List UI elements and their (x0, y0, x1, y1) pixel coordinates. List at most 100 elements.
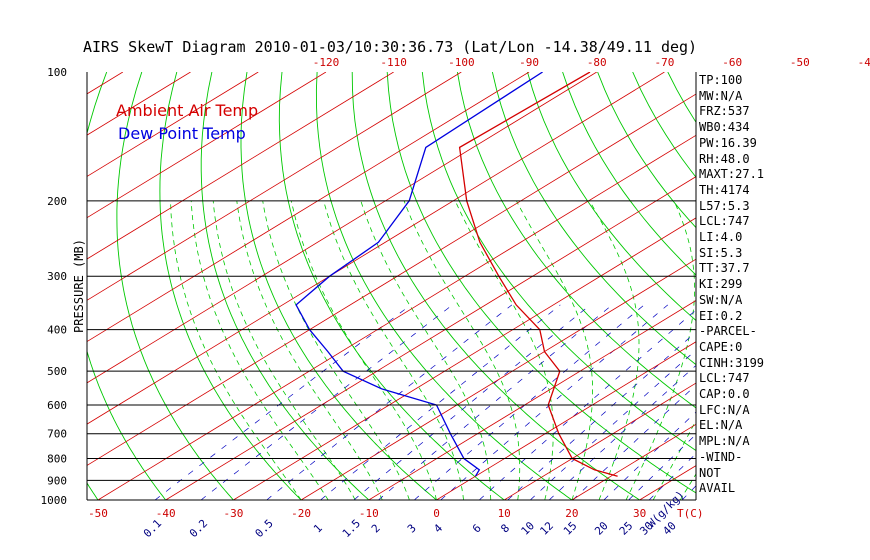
index-item: NOT (699, 465, 721, 480)
index-item: AVAIL (699, 481, 736, 496)
index-item: MAXT:27.1 (699, 167, 765, 182)
pressure-tick-label: 200 (47, 195, 67, 208)
x-axis-unit-label: T(C) (677, 507, 704, 520)
dry-adiabat-line (200, 72, 370, 500)
pressure-tick-label: 500 (47, 365, 67, 378)
isotherm-line (97, 134, 696, 500)
mixing-ratio-line (200, 304, 453, 500)
mixing-ratio-line (479, 309, 696, 500)
pressure-tick-label: 300 (47, 270, 67, 283)
index-item: RH:48.0 (699, 151, 750, 166)
chart-title: AIRS SkewT Diagram 2010-01-03/10:30:36.7… (83, 38, 697, 56)
pressure-tick-label: 800 (47, 453, 67, 466)
dry-adiabat-line (562, 72, 696, 276)
mixing-ratio-line (378, 304, 613, 500)
mixing-ratio-tick-label: 20 (592, 519, 611, 538)
moist-adiabat-line (290, 200, 437, 500)
dry-adiabat-line (421, 72, 696, 452)
mixing-ratio-tick-label: 25 (617, 519, 636, 538)
index-item: -PARCEL- (699, 324, 757, 339)
mixing-ratio-tick-label: 12 (537, 519, 556, 538)
isotherm-line (87, 72, 327, 219)
isotherm-line (87, 72, 530, 343)
mixing-ratio-tick-label: 0.1 (141, 517, 164, 540)
bottom-temperature-tick-label: -30 (223, 507, 243, 520)
index-item: SW:N/A (699, 292, 743, 307)
air-temperature-profile (458, 72, 618, 477)
index-item: L57:5.3 (699, 198, 750, 213)
mixing-ratio-line (572, 384, 696, 500)
index-item: LCL:747 (699, 214, 750, 229)
top-temperature-tick-label: -90 (519, 56, 539, 69)
dry-adiabat-line (0, 72, 37, 500)
pressure-tick-label: 100 (47, 66, 67, 79)
isotherm-line (87, 72, 462, 301)
isotherm-line (503, 382, 696, 500)
mixing-ratio-line (266, 304, 513, 500)
mixing-ratio-line (353, 304, 591, 500)
dry-adiabat-line (738, 72, 870, 500)
moist-adiabat-line (625, 200, 695, 500)
mixing-ratio-line (603, 411, 696, 500)
index-item: KI:299 (699, 277, 743, 292)
moist-adiabat-line (360, 200, 492, 500)
dry-adiabat-line (278, 72, 505, 500)
pressure-tick-label: 400 (47, 324, 67, 337)
isotherm-line (571, 423, 696, 500)
dry-adiabat-line (386, 72, 696, 494)
index-item: LI:4.0 (699, 230, 743, 244)
mixing-ratio-tick-label: 2 (369, 522, 383, 536)
index-item: TH:4174 (699, 182, 750, 197)
mixing-ratio-tick-label: 1 (311, 522, 325, 536)
index-item: WB0:434 (699, 120, 750, 135)
dry-adiabat-line (315, 72, 573, 500)
mixing-ratio-line (507, 331, 696, 500)
isotherm-line (300, 258, 696, 500)
moist-adiabat-line (190, 200, 329, 500)
index-item: MPL:N/A (699, 434, 750, 449)
bottom-temperature-tick-label: 10 (498, 507, 511, 520)
bottom-temperature-tick-label: -20 (291, 507, 311, 520)
pressure-tick-label: 600 (47, 399, 67, 412)
top-temperature-tick-label: -50 (790, 56, 810, 69)
top-temperature-tick-label: -80 (587, 56, 607, 69)
isotherm-line (843, 72, 870, 500)
bottom-temperature-tick-label: -10 (359, 507, 379, 520)
pressure-tick-label: 700 (47, 428, 67, 441)
mixing-ratio-tick-label: 8 (498, 522, 512, 536)
moist-adiabat-line (652, 419, 696, 500)
moist-adiabat-line (212, 200, 356, 500)
isotherm-line (233, 217, 696, 500)
mixing-ratio-line (648, 453, 696, 500)
isotherm-line (87, 72, 597, 384)
dry-adiabat-line (116, 72, 234, 500)
isotherm-line (436, 341, 696, 500)
dry-adiabat-line (808, 72, 870, 500)
index-item: PW:16.39 (699, 135, 757, 150)
isotherm-line (368, 300, 696, 500)
mixing-ratio-tick-label: 15 (561, 519, 580, 538)
dry-adiabat-line (87, 72, 167, 500)
y-axis-label: PRESSURE (MB) (72, 239, 86, 333)
index-item: LCL:747 (699, 371, 750, 386)
bottom-temperature-tick-label: 20 (565, 507, 578, 520)
mixing-ratio-tick-label: 40 (660, 519, 679, 538)
moist-adiabat-line (170, 200, 302, 500)
moist-adiabat-line (403, 200, 521, 500)
mixing-ratio-line (154, 304, 412, 500)
index-item: CAPE:0 (699, 339, 743, 354)
dry-adiabat-line (843, 72, 870, 500)
top-temperature-tick-label: -40 (858, 56, 870, 69)
index-item: MW:N/A (699, 88, 743, 103)
index-item: TT:37.7 (699, 261, 750, 276)
dry-adiabat-line (456, 72, 696, 409)
mixing-ratio-tick-label: 4 (431, 521, 445, 535)
dry-adiabat-line (240, 72, 437, 500)
index-item: SI:5.3 (699, 245, 743, 260)
index-item: FRZ:537 (699, 104, 750, 119)
mixing-ratio-tick-label: 0.2 (187, 517, 210, 540)
index-item: EI:0.2 (699, 308, 743, 323)
index-item: CINH:3199 (699, 355, 765, 370)
